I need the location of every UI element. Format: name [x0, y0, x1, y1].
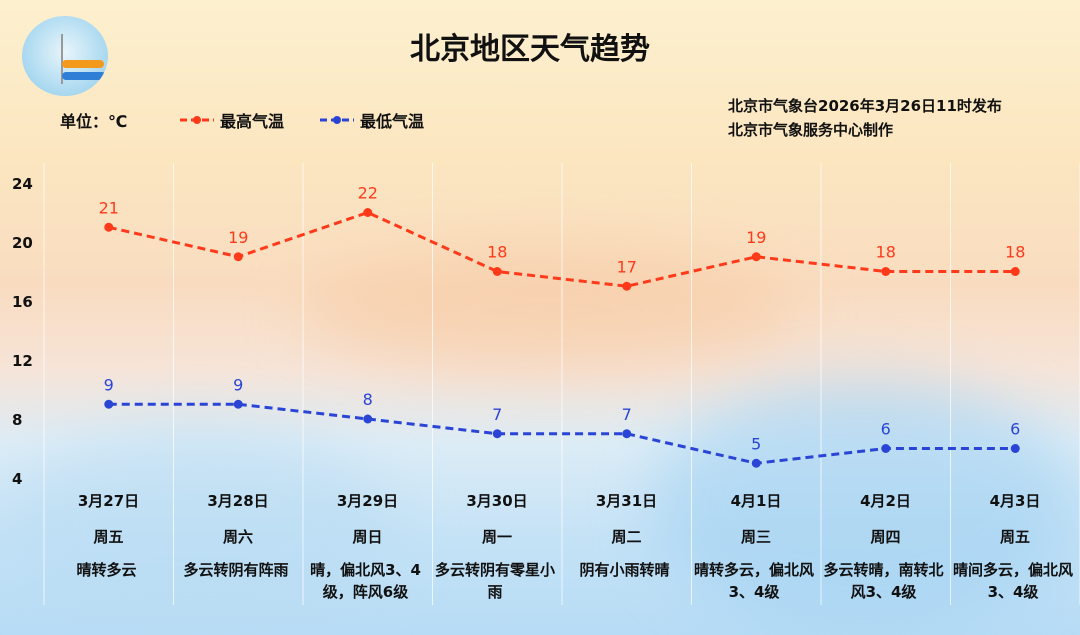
data-label: 18: [1005, 243, 1025, 262]
weekday-label: 周一: [481, 528, 512, 546]
series-line-high: [108, 210, 1016, 288]
data-label: 17: [617, 257, 637, 276]
data-label: 19: [746, 228, 766, 247]
data-point: [881, 444, 891, 453]
weekday-label: 周六: [222, 528, 253, 546]
date-label: 3月28日: [207, 492, 269, 510]
data-point: [622, 281, 632, 291]
data-label: 18: [876, 243, 896, 262]
data-label: 19: [228, 228, 248, 247]
y-tick-label: 20: [12, 234, 33, 252]
data-label: 9: [104, 375, 114, 394]
data-point: [363, 414, 373, 424]
weekday-label: 周五: [93, 528, 124, 546]
data-point: [751, 252, 761, 262]
legend-low-label: 最低气温: [360, 112, 425, 131]
data-point: [233, 252, 243, 262]
date-label: 4月2日: [860, 492, 911, 510]
weekday-label: 周二: [611, 528, 642, 546]
source-line-1: 北京市气象台2026年3月26日11时发布: [728, 97, 1002, 115]
data-label: 7: [622, 405, 632, 424]
weekday-label: 周三: [740, 528, 771, 546]
weekday-label: 周四: [870, 528, 901, 546]
weekday-label: 周五: [999, 528, 1030, 546]
page-title: 北京地区天气趋势: [410, 32, 650, 67]
y-tick-label: 4: [12, 470, 22, 488]
data-point: [104, 399, 114, 409]
series-line-low: [108, 402, 1016, 465]
logo: [22, 16, 108, 96]
data-point: [104, 222, 114, 232]
data-label: 5: [751, 434, 761, 453]
date-label: 4月1日: [730, 492, 782, 510]
weather-description: 晴转多云，偏北风3、4级: [693, 561, 814, 601]
data-label: 6: [1010, 420, 1020, 439]
source-line-2: 北京市气象服务中心制作: [728, 121, 894, 139]
weather-description: 多云转阴有零星小雨: [434, 561, 555, 601]
date-label: 3月30日: [466, 492, 528, 510]
y-tick-label: 8: [12, 411, 22, 429]
data-label: 7: [492, 405, 502, 424]
data-point: [751, 458, 761, 468]
data-point: [492, 429, 502, 439]
weather-description: 晴，偏北风3、4级，阵风6级: [310, 561, 421, 601]
unit-label: 单位：℃: [60, 112, 128, 131]
weather-description: 晴间多云，偏北风3、4级: [952, 561, 1073, 601]
date-label: 3月31日: [595, 492, 658, 510]
date-label: 3月27日: [77, 492, 140, 510]
data-point: [622, 429, 632, 439]
data-point: [1010, 444, 1020, 453]
data-label: 6: [881, 420, 891, 439]
data-label: 18: [487, 243, 507, 262]
legend-high: 最高气温: [180, 108, 284, 132]
weather-description: 阴有小雨转晴: [579, 561, 670, 579]
date-label: 3月29日: [336, 492, 399, 510]
data-point: [1010, 267, 1020, 276]
data-label: 21: [99, 198, 119, 217]
weather-description: 多云转阴有阵雨: [183, 561, 289, 579]
data-point: [881, 267, 891, 276]
data-point: [492, 267, 502, 276]
legend-high-label: 最高气温: [220, 112, 285, 131]
y-tick-label: 12: [12, 352, 33, 370]
data-label: 9: [233, 375, 243, 394]
date-label: 4月3日: [989, 492, 1041, 510]
weather-description: 多云转晴，南转北风3、4级: [823, 561, 944, 601]
data-point: [363, 208, 373, 217]
weekday-label: 周日: [352, 528, 383, 546]
y-tick-label: 16: [12, 293, 33, 311]
data-label: 22: [358, 184, 378, 203]
weather-description: 晴转多云: [76, 561, 137, 579]
data-point: [233, 399, 243, 409]
y-tick-label: 24: [12, 175, 33, 193]
data-label: 8: [363, 390, 373, 409]
legend-low: 最低气温: [320, 108, 424, 132]
